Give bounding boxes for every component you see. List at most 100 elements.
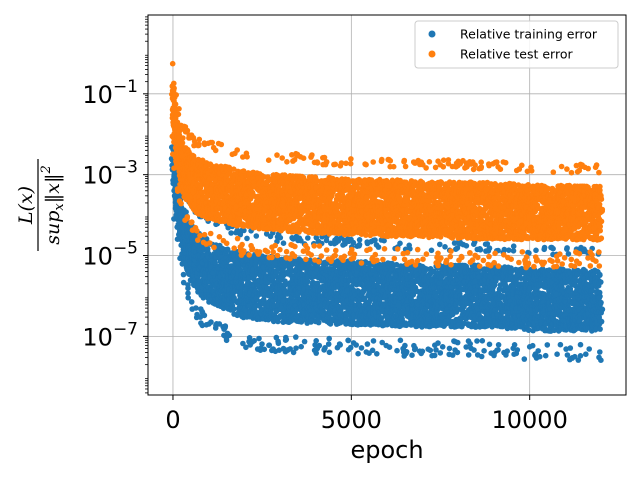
data-point <box>326 349 333 356</box>
data-point <box>323 237 330 244</box>
data-point <box>180 279 187 286</box>
data-point <box>514 347 521 353</box>
data-point <box>427 347 434 354</box>
data-point <box>212 259 218 266</box>
data-point <box>222 324 228 331</box>
data-point <box>226 332 233 339</box>
data-point <box>437 350 444 356</box>
data-point <box>185 295 191 301</box>
data-point <box>282 337 289 344</box>
data-point <box>201 312 208 319</box>
data-point <box>370 338 377 344</box>
data-point <box>287 346 294 352</box>
data-point <box>353 342 360 348</box>
data-point <box>293 334 299 340</box>
data-point <box>374 351 380 357</box>
data-point <box>233 229 239 236</box>
data-point <box>356 237 363 243</box>
data-point <box>364 341 371 347</box>
data-point <box>418 350 425 357</box>
data-point <box>305 284 312 291</box>
data-point <box>224 246 231 253</box>
data-point <box>442 321 449 328</box>
data-point <box>510 243 517 249</box>
data-point <box>495 347 501 353</box>
data-point <box>454 339 461 346</box>
data-point <box>231 294 237 301</box>
data-point <box>439 344 446 350</box>
data-point <box>253 258 259 265</box>
data-point <box>276 347 283 354</box>
data-point <box>375 244 382 250</box>
data-point <box>402 342 408 349</box>
data-point <box>399 316 405 322</box>
data-point <box>535 348 541 354</box>
data-point <box>266 342 272 349</box>
data-point <box>477 246 483 252</box>
data-point <box>296 235 303 241</box>
data-point <box>203 322 210 328</box>
data-point <box>241 227 247 234</box>
data-point <box>325 341 332 347</box>
data-point <box>243 344 249 351</box>
data-point <box>395 302 402 309</box>
data-point <box>228 230 234 236</box>
data-point <box>305 235 311 241</box>
data-point <box>316 342 323 349</box>
data-point <box>394 347 400 354</box>
data-point <box>521 356 528 362</box>
data-point <box>290 349 297 356</box>
data-point <box>185 290 191 297</box>
data-point <box>253 233 260 239</box>
data-point <box>481 348 487 354</box>
data-point <box>442 244 448 250</box>
data-point <box>504 348 511 355</box>
data-point <box>185 282 191 288</box>
data-point <box>479 338 486 344</box>
data-point <box>478 353 485 360</box>
data-point <box>298 343 305 350</box>
data-point <box>301 338 308 345</box>
data-point <box>564 246 570 252</box>
data-point <box>282 278 288 284</box>
data-point <box>256 335 262 342</box>
data-point <box>208 319 214 325</box>
data-point <box>322 345 328 351</box>
data-point <box>550 245 556 252</box>
data-point <box>397 337 404 344</box>
data-point <box>199 322 206 329</box>
data-point <box>453 246 459 252</box>
data-point <box>290 261 296 267</box>
data-point <box>355 350 361 357</box>
data-point <box>431 352 438 359</box>
data-point <box>345 337 351 344</box>
data-point <box>471 347 477 353</box>
data-point <box>326 335 333 342</box>
data-point <box>264 285 270 292</box>
data-point <box>409 352 415 359</box>
data-point <box>356 241 363 248</box>
data-point <box>428 247 435 254</box>
data-point <box>188 299 195 305</box>
data-point <box>293 345 299 352</box>
data-point <box>397 240 403 247</box>
data-point <box>506 247 512 253</box>
data-point <box>244 235 250 242</box>
data-point <box>280 240 287 246</box>
data-point <box>180 271 187 278</box>
data-point <box>204 246 211 252</box>
data-point <box>358 345 365 351</box>
data-point <box>265 279 272 286</box>
data-point <box>337 342 344 348</box>
data-point <box>454 349 461 356</box>
data-point <box>495 342 502 348</box>
data-point <box>193 305 199 311</box>
data-point <box>542 352 549 359</box>
data-point <box>216 321 223 327</box>
data-point <box>253 295 259 302</box>
data-point <box>557 341 564 348</box>
data-point <box>435 340 441 346</box>
data-point <box>231 306 237 312</box>
data-point <box>386 344 393 351</box>
data-point <box>347 344 354 351</box>
